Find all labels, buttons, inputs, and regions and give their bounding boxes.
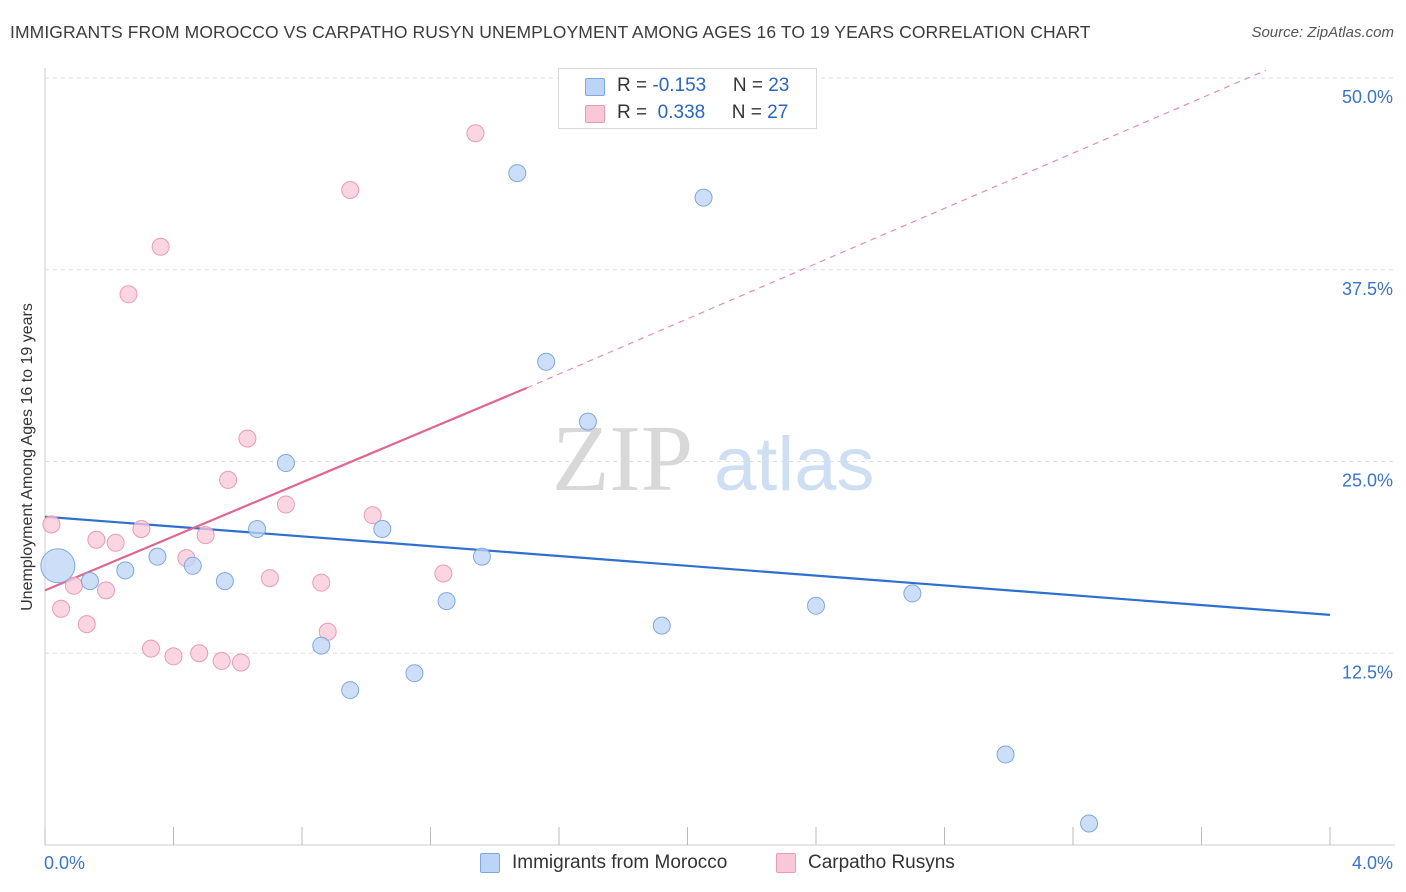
data-point-rusyns — [119, 285, 138, 304]
data-point-rusyns — [52, 599, 71, 618]
data-point-morocco — [807, 596, 825, 615]
data-point-morocco — [341, 681, 360, 700]
data-point-morocco — [148, 547, 167, 566]
data-point-morocco — [116, 561, 135, 580]
legend-n-value: 23 — [768, 75, 790, 96]
chart-title: IMMIGRANTS FROM MOROCCO VS CARPATHO RUSY… — [10, 22, 1091, 42]
source-label: Source: ZipAtlas.com — [1251, 24, 1394, 41]
x-tick-label: 0.0% — [44, 853, 85, 873]
data-point-morocco — [183, 556, 202, 575]
watermark-atlas: atlas — [714, 422, 875, 507]
data-point-rusyns — [434, 564, 453, 583]
y-tick-label: 12.5% — [1342, 662, 1393, 682]
data-point-morocco — [373, 519, 392, 538]
data-point-rusyns — [42, 515, 61, 534]
data-point-rusyns — [190, 644, 209, 663]
data-point-morocco — [312, 636, 331, 655]
trendline-morocco — [44, 515, 1331, 616]
data-point-morocco — [694, 188, 713, 207]
data-point-rusyns — [260, 569, 279, 588]
legend-r-label: R = — [617, 102, 653, 123]
data-point-morocco — [40, 548, 76, 584]
data-point-morocco — [276, 454, 295, 473]
data-point-rusyns — [164, 647, 183, 666]
data-point-morocco — [215, 572, 234, 591]
data-point-rusyns — [466, 124, 485, 143]
data-point-rusyns — [151, 237, 170, 256]
data-point-morocco — [652, 616, 671, 635]
data-point-rusyns — [341, 180, 360, 199]
legend-r-value: 0.338 — [652, 102, 706, 123]
y-tick-label: 37.5% — [1342, 279, 1393, 299]
legend-n-label: N = — [732, 75, 769, 96]
legend-swatch-pink — [776, 853, 796, 873]
data-point-rusyns — [363, 506, 382, 525]
data-point-morocco — [80, 572, 99, 591]
series-immigrants-from-morocco — [40, 164, 1099, 833]
trendline-rusyns — [44, 386, 528, 592]
data-point-rusyns — [212, 651, 231, 670]
data-point-rusyns — [219, 470, 238, 489]
legend-r-label: R = — [617, 75, 653, 96]
watermark: ZIP atlas — [552, 407, 875, 511]
legend-n-label: N = — [731, 102, 768, 123]
data-point-rusyns — [106, 533, 125, 552]
data-point-rusyns — [231, 653, 250, 672]
data-point-morocco — [578, 412, 597, 431]
legend-swatch-pink — [585, 105, 605, 123]
data-point-morocco — [405, 664, 424, 683]
legend-label-morocco: Immigrants from Morocco — [512, 852, 728, 873]
data-point-rusyns — [77, 615, 96, 634]
legend-swatch-blue — [585, 78, 605, 96]
data-point-rusyns — [132, 519, 151, 538]
legend-n-value: 27 — [767, 102, 789, 123]
series-carpatho-rusyns — [42, 124, 485, 672]
data-point-rusyns — [276, 495, 295, 514]
data-point-morocco — [248, 519, 267, 538]
data-point-morocco — [437, 592, 456, 611]
y-tick-label: 50.0% — [1342, 87, 1393, 107]
data-point-rusyns — [142, 639, 161, 658]
x-tick-label: 4.0% — [1352, 853, 1393, 873]
legend-r-value: -0.153 — [652, 75, 707, 96]
data-point-rusyns — [312, 573, 331, 592]
data-point-morocco — [508, 164, 527, 183]
data-point-morocco — [903, 584, 922, 603]
data-point-morocco — [472, 547, 491, 566]
data-point-morocco — [1080, 814, 1099, 833]
trendlines — [44, 69, 1331, 616]
watermark-zip: ZIP — [552, 407, 693, 511]
axes — [44, 68, 1395, 846]
data-point-rusyns — [87, 530, 106, 549]
tick-labels: 12.5% 25.0% 37.5% 50.0% 0.0% 4.0% — [44, 87, 1393, 873]
legend-label-rusyns: Carpatho Rusyns — [808, 852, 955, 873]
data-point-rusyns — [196, 526, 215, 545]
data-point-morocco — [996, 745, 1015, 764]
y-tick-label: 25.0% — [1342, 471, 1393, 491]
gridlines — [45, 77, 1395, 654]
data-point-rusyns — [238, 429, 257, 448]
y-axis-label: Unemployment Among Ages 16 to 19 years — [19, 303, 36, 611]
trendline-rusyns-extension — [526, 69, 1266, 389]
data-point-morocco — [537, 352, 556, 371]
data-point-rusyns — [97, 581, 116, 600]
legend-swatch-blue — [480, 853, 500, 873]
correlation-legend: R = -0.153 N = 23 R = 0.338 N = 27 — [558, 68, 817, 129]
